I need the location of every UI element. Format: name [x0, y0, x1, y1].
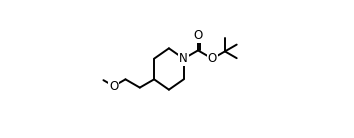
Text: N: N [179, 52, 188, 65]
Text: O: O [208, 52, 217, 65]
Text: O: O [193, 29, 202, 42]
Text: O: O [109, 80, 118, 93]
